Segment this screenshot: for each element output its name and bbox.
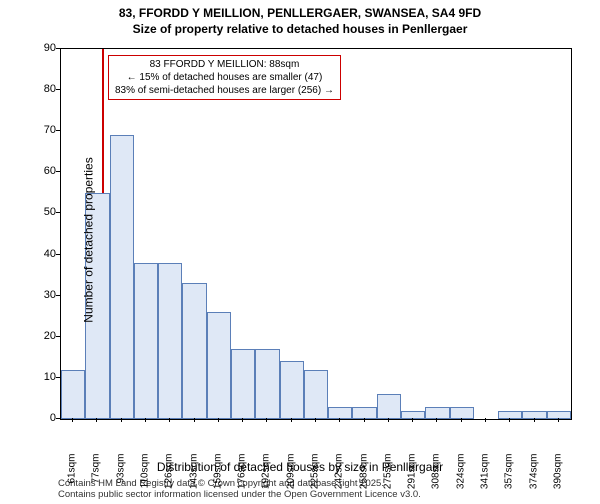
histogram-bar (522, 411, 546, 419)
y-tick-label: 30 (16, 289, 56, 301)
y-tick-mark (56, 254, 60, 255)
y-tick-label: 0 (16, 412, 56, 424)
x-tick-mark (485, 418, 486, 422)
y-tick-mark (56, 336, 60, 337)
x-tick-label: 242sqm (334, 454, 345, 504)
histogram-bar (231, 349, 255, 419)
histogram-bar (110, 135, 134, 419)
title-line1: 83, FFORDD Y MEILLION, PENLLERGAER, SWAN… (0, 6, 600, 22)
x-tick-mark (169, 418, 170, 422)
x-tick-label: 357sqm (504, 454, 515, 504)
y-tick-mark (56, 418, 60, 419)
y-tick-mark (56, 130, 60, 131)
y-tick-label: 40 (16, 248, 56, 260)
plot-area: 83 FFORDD Y MEILLION: 88sqm ← 15% of det… (60, 48, 572, 420)
y-tick-label: 70 (16, 124, 56, 136)
callout-line2: ← 15% of detached houses are smaller (47… (115, 71, 334, 84)
x-tick-label: 225sqm (310, 454, 321, 504)
x-tick-label: 390sqm (552, 454, 563, 504)
x-tick-label: 143sqm (188, 454, 199, 504)
histogram-bar (498, 411, 522, 419)
histogram-bar (377, 394, 401, 419)
callout-line3: 83% of semi-detached houses are larger (… (115, 84, 334, 97)
callout-line1: 83 FFORDD Y MEILLION: 88sqm (115, 58, 334, 71)
x-tick-mark (339, 418, 340, 422)
histogram-bar (255, 349, 279, 419)
x-tick-label: 77sqm (91, 454, 102, 504)
y-axis-label: Number of detached properties (82, 157, 96, 322)
x-tick-label: 374sqm (528, 454, 539, 504)
x-tick-label: 308sqm (431, 454, 442, 504)
y-tick-label: 50 (16, 206, 56, 218)
chart-title: 83, FFORDD Y MEILLION, PENLLERGAER, SWAN… (0, 6, 600, 37)
x-tick-label: 341sqm (480, 454, 491, 504)
histogram-bar (450, 407, 474, 419)
x-tick-label: 209sqm (285, 454, 296, 504)
y-tick-mark (56, 89, 60, 90)
histogram-bar (158, 263, 182, 419)
x-tick-mark (145, 418, 146, 422)
x-tick-mark (96, 418, 97, 422)
histogram-bar (547, 411, 571, 419)
x-tick-mark (72, 418, 73, 422)
title-line2: Size of property relative to detached ho… (0, 22, 600, 38)
y-tick-mark (56, 48, 60, 49)
x-tick-mark (242, 418, 243, 422)
y-tick-mark (56, 171, 60, 172)
chart-container: 83, FFORDD Y MEILLION, PENLLERGAER, SWAN… (0, 0, 600, 500)
callout-box: 83 FFORDD Y MEILLION: 88sqm ← 15% of det… (108, 55, 341, 100)
x-tick-mark (388, 418, 389, 422)
y-tick-mark (56, 295, 60, 296)
x-tick-mark (534, 418, 535, 422)
histogram-bar (61, 370, 85, 419)
x-tick-label: 258sqm (358, 454, 369, 504)
histogram-bar (425, 407, 449, 419)
y-tick-label: 60 (16, 165, 56, 177)
x-tick-mark (412, 418, 413, 422)
histogram-bar (280, 361, 304, 419)
x-tick-label: 61sqm (67, 454, 78, 504)
histogram-bar (352, 407, 376, 419)
x-tick-label: 159sqm (212, 454, 223, 504)
y-tick-label: 10 (16, 371, 56, 383)
y-tick-label: 80 (16, 83, 56, 95)
x-tick-label: 93sqm (115, 454, 126, 504)
x-tick-label: 192sqm (261, 454, 272, 504)
x-tick-label: 324sqm (455, 454, 466, 504)
y-tick-mark (56, 377, 60, 378)
x-tick-label: 291sqm (407, 454, 418, 504)
x-tick-mark (558, 418, 559, 422)
y-tick-label: 90 (16, 42, 56, 54)
y-tick-label: 20 (16, 330, 56, 342)
x-tick-mark (266, 418, 267, 422)
x-tick-label: 275sqm (382, 454, 393, 504)
histogram-bar (207, 312, 231, 419)
x-tick-mark (509, 418, 510, 422)
x-tick-label: 176sqm (237, 454, 248, 504)
histogram-bar (328, 407, 352, 419)
x-tick-mark (436, 418, 437, 422)
y-tick-mark (56, 212, 60, 213)
histogram-bar (401, 411, 425, 419)
histogram-bar (304, 370, 328, 419)
histogram-bar (134, 263, 158, 419)
histogram-bar (182, 283, 206, 419)
x-tick-mark (194, 418, 195, 422)
x-tick-mark (291, 418, 292, 422)
x-tick-label: 110sqm (140, 454, 151, 504)
x-tick-mark (121, 418, 122, 422)
x-tick-mark (461, 418, 462, 422)
x-tick-mark (218, 418, 219, 422)
x-tick-mark (315, 418, 316, 422)
x-tick-label: 126sqm (164, 454, 175, 504)
x-tick-mark (364, 418, 365, 422)
